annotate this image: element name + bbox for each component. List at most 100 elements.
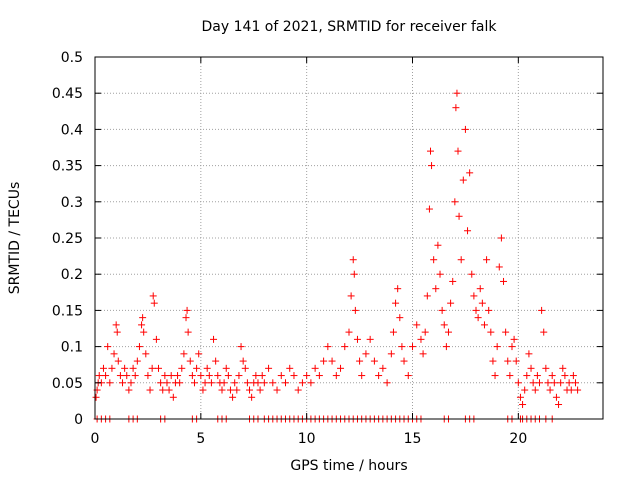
data-point: [559, 364, 567, 372]
data-point: [574, 386, 582, 394]
data-point: [428, 162, 436, 170]
data-point: [112, 321, 120, 329]
data-point: [119, 379, 127, 387]
data-point: [512, 357, 520, 365]
data-point: [224, 372, 232, 380]
data-point: [146, 386, 154, 394]
data-point: [197, 372, 205, 380]
data-point: [510, 335, 518, 343]
data-point: [358, 372, 366, 380]
data-point: [542, 364, 550, 372]
data-point: [383, 379, 391, 387]
data-point: [193, 364, 201, 372]
y-tick-label: 0.15: [52, 303, 83, 319]
data-point: [436, 270, 444, 278]
data-point: [497, 234, 505, 242]
data-point: [121, 364, 129, 372]
data-point: [506, 372, 514, 380]
data-point: [149, 292, 157, 300]
data-point: [504, 357, 512, 365]
data-point: [222, 364, 230, 372]
data-point: [525, 350, 533, 358]
data-point: [459, 176, 467, 184]
data-point: [195, 350, 203, 358]
data-point: [332, 372, 340, 380]
data-point: [286, 364, 294, 372]
data-point: [423, 292, 431, 300]
data-point: [123, 372, 131, 380]
data-point: [237, 343, 245, 351]
data-point: [108, 364, 116, 372]
y-tick-label: 0.45: [52, 86, 83, 102]
data-point: [487, 328, 495, 336]
data-point: [294, 386, 302, 394]
data-point: [351, 306, 359, 314]
data-point: [254, 379, 262, 387]
data-point: [165, 386, 173, 394]
data-point: [125, 386, 133, 394]
data-point: [468, 270, 476, 278]
data-point: [449, 277, 457, 285]
data-point: [113, 328, 121, 336]
data-point: [536, 379, 543, 387]
y-tick-label: 0.35: [52, 159, 83, 175]
x-tick-labels: 0 5 10 15 20: [91, 431, 528, 447]
data-point: [440, 321, 448, 329]
data-point: [129, 364, 137, 372]
data-point: [99, 364, 107, 372]
data-point: [426, 147, 434, 155]
data-point: [389, 328, 397, 336]
y-tick-label: 0.25: [52, 231, 83, 247]
data-point: [455, 212, 463, 220]
x-tick-label: 0: [91, 431, 100, 447]
data-point: [229, 393, 237, 401]
data-point: [184, 328, 192, 336]
data-point: [135, 343, 143, 351]
data-point: [362, 350, 370, 358]
x-tick-label: 15: [404, 431, 422, 447]
data-point: [508, 343, 516, 351]
data-point: [256, 386, 264, 394]
data-point: [438, 306, 446, 314]
data-point: [210, 335, 218, 343]
y-tick-label: 0.05: [52, 376, 83, 392]
y-tick-label: 0.1: [61, 340, 83, 356]
data-point: [550, 379, 558, 387]
x-tick-label: 20: [509, 431, 527, 447]
data-point: [199, 386, 207, 394]
data-point: [337, 364, 345, 372]
data-point: [375, 372, 383, 380]
data-point: [557, 379, 565, 387]
data-point: [392, 299, 400, 307]
chart-title: Day 141 of 2021, SRMTID for receiver fal…: [202, 19, 498, 35]
data-point: [454, 147, 462, 155]
data-point: [235, 372, 243, 380]
data-point: [127, 379, 135, 387]
data-point: [387, 350, 395, 358]
data-point: [243, 379, 251, 387]
data-point: [432, 285, 440, 293]
data-point: [315, 372, 323, 380]
axis-ticks: [94, 56, 603, 420]
data-point: [174, 372, 182, 380]
data-point: [139, 314, 147, 322]
data-point: [394, 285, 402, 293]
data-point: [353, 335, 361, 343]
data-point: [324, 343, 332, 351]
data-point: [114, 357, 122, 365]
data-point: [186, 357, 194, 365]
data-point: [480, 321, 488, 329]
data-point: [451, 198, 459, 206]
data-point: [516, 393, 524, 401]
data-point: [544, 379, 552, 387]
data-point: [538, 306, 546, 314]
data-point: [140, 328, 148, 336]
data-point: [421, 328, 429, 336]
data-point: [404, 372, 412, 380]
data-point: [190, 379, 198, 387]
data-point: [546, 386, 554, 394]
data-point: [569, 372, 577, 380]
data-point: [419, 350, 427, 358]
data-point: [370, 357, 378, 365]
